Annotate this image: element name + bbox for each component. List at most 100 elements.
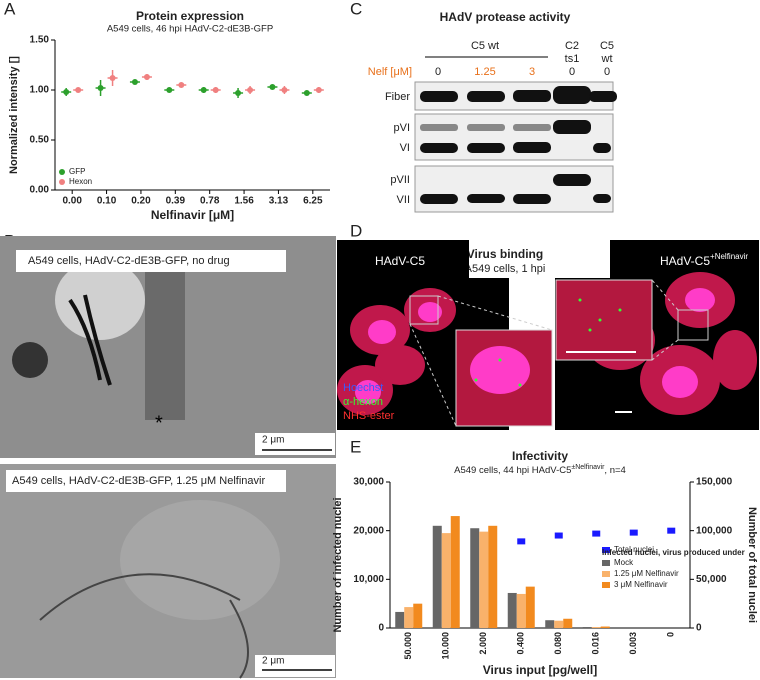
scale-bar-label: 2 μm <box>262 656 284 667</box>
y-tick-label: 0.50 <box>30 135 50 146</box>
bar <box>450 516 460 628</box>
bar <box>563 618 573 628</box>
micrograph-label: A549 cells, HAdV-C2-dE3B-GFP, 1.25 μM Ne… <box>12 475 265 487</box>
bar <box>554 620 564 628</box>
point <box>303 90 310 96</box>
point <box>109 75 116 81</box>
stain-label: NHS-ester <box>343 410 395 422</box>
total-nuclei-marker <box>592 530 601 537</box>
point <box>75 87 82 93</box>
x-tick-label: 0.78 <box>200 196 220 207</box>
bar <box>488 525 498 628</box>
bar <box>545 620 555 628</box>
lane-group: C5 wt <box>471 40 499 52</box>
x-tick-label: 50.000 <box>403 632 413 660</box>
blot-panel: HAdV protease activity C5 wt C2 ts1 C5 w… <box>368 10 617 213</box>
x-tick-label: 6.25 <box>303 196 323 207</box>
point <box>63 89 70 95</box>
x-tick-label: 0.016 <box>591 632 601 655</box>
bar <box>432 525 442 628</box>
legend-label: 1.25 μM Nelfinavir <box>614 569 679 578</box>
scale-bar-label: 2 μm <box>262 435 284 446</box>
point <box>281 87 288 93</box>
x-tick-label: 2.000 <box>478 632 488 655</box>
x-tick-label: 0.20 <box>131 196 151 207</box>
x-tick-label: 0.080 <box>553 632 563 655</box>
band-label: pVII <box>390 174 410 186</box>
label-part: HAdV-C5 <box>660 254 710 268</box>
nelf-label: Nelf [μM] <box>368 66 412 78</box>
chart-subtitle: A549 cells, 44 hpi HAdV-C5±Nelfinavir, n… <box>454 464 626 476</box>
bar <box>479 531 489 628</box>
stain-label: Hoechst <box>343 382 383 394</box>
point <box>315 87 322 93</box>
legend-label: GFP <box>69 167 85 176</box>
x-tick-label: 0.400 <box>516 632 526 655</box>
panel-letter: C <box>350 0 362 18</box>
x-tick-label: 0.39 <box>166 196 186 207</box>
legend-label: Total nuclei <box>614 545 654 554</box>
y2-tick-label: 50,000 <box>696 574 727 585</box>
band-label: VI <box>400 142 410 154</box>
y-axis-label: Normalized intensity [] <box>8 56 20 174</box>
x-axis-label: Nelfinavir [μM] <box>151 208 234 222</box>
point <box>247 87 254 93</box>
dose: 0 <box>604 66 610 78</box>
x-tick-label: 10.000 <box>441 632 451 660</box>
subtitle-part: , n=4 <box>604 465 625 476</box>
legend-swatch <box>602 547 610 553</box>
legend-swatch <box>602 571 610 577</box>
point <box>178 82 185 88</box>
y2-tick-label: 150,000 <box>696 477 733 488</box>
bar <box>582 627 592 628</box>
total-nuclei-marker <box>667 527 676 534</box>
y-tick-label: 10,000 <box>353 574 384 585</box>
bar <box>507 592 517 628</box>
y2-tick-label: 100,000 <box>696 525 733 536</box>
lane-label: wt <box>601 53 613 65</box>
total-nuclei-marker <box>554 532 563 539</box>
x-tick-label: 1.56 <box>234 196 254 207</box>
point <box>97 85 104 91</box>
y2-axis-label: Number of total nuclei <box>746 507 758 623</box>
band-label: pVI <box>393 122 410 134</box>
x-axis-label: Virus input [pg/well] <box>483 663 597 677</box>
bar <box>395 611 405 628</box>
image-label: HAdV-C5 <box>375 254 425 268</box>
panel-letter: E <box>350 437 361 456</box>
x-tick-label: 0.10 <box>97 196 117 207</box>
legend-marker <box>59 169 65 175</box>
point <box>166 87 173 93</box>
legend-title: Infected nuclei, virus produced under <box>602 548 745 557</box>
subtitle-part: ±Nelfinavir <box>571 464 605 471</box>
dose: 3 <box>529 66 535 78</box>
dose: 1.25 <box>474 66 495 78</box>
legend-label: Hexon <box>69 177 92 186</box>
lane-label: ts1 <box>565 53 580 65</box>
image-label: HAdV-C5+Nelfinavir <box>660 252 748 268</box>
y-tick-label: 0 <box>378 623 384 634</box>
micrograph-label: A549 cells, HAdV-C2-dE3B-GFP, no drug <box>28 255 230 267</box>
chart-title: Protein expression <box>136 9 244 23</box>
chart-title: Infectivity <box>512 449 568 463</box>
panel-letter: A <box>4 0 16 18</box>
label-part: +Nelfinavir <box>710 252 748 261</box>
band-label: Fiber <box>385 91 410 103</box>
dose: 0 <box>435 66 441 78</box>
bar <box>413 603 423 628</box>
point <box>143 74 150 80</box>
x-tick-label: 3.13 <box>269 196 289 207</box>
legend-swatch <box>602 560 610 566</box>
total-nuclei-marker <box>629 529 638 536</box>
point <box>212 87 219 93</box>
bar <box>600 626 610 628</box>
lane-label: C2 <box>565 40 579 52</box>
binding-title: Virus binding <box>467 247 543 261</box>
bar <box>404 607 414 628</box>
point <box>131 79 138 85</box>
y-tick-label: 30,000 <box>353 477 384 488</box>
stain-label: α-hexon <box>343 396 383 408</box>
